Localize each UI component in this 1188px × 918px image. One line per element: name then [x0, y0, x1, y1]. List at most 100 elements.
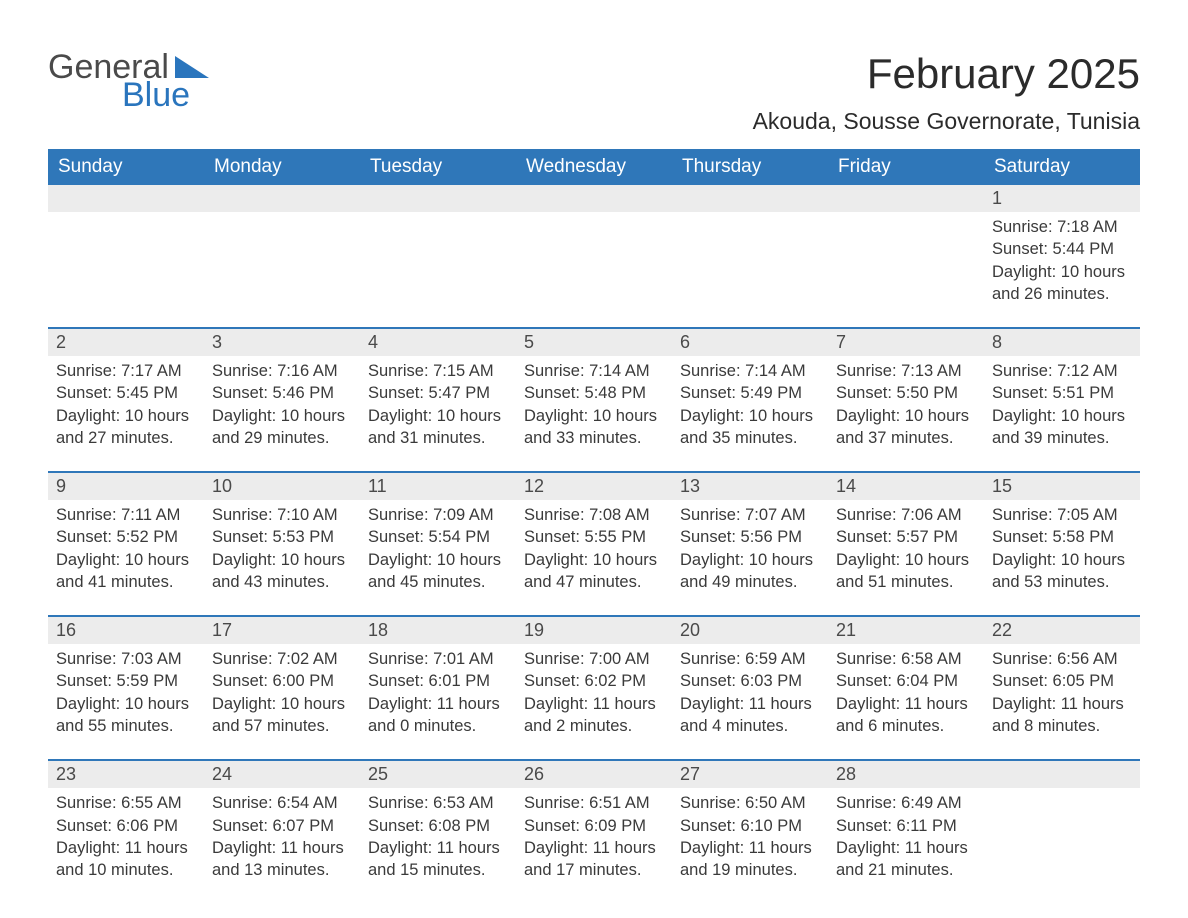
day-number: 25 [360, 761, 516, 788]
calendar-day: 23Sunrise: 6:55 AMSunset: 6:06 PMDayligh… [48, 761, 204, 887]
sunset-text: Sunset: 5:55 PM [524, 526, 664, 548]
day-number: 24 [204, 761, 360, 788]
calendar: Sunday Monday Tuesday Wednesday Thursday… [48, 149, 1140, 887]
sunset-text: Sunset: 6:11 PM [836, 815, 976, 837]
day-number: 7 [828, 329, 984, 356]
calendar-day: 21Sunrise: 6:58 AMSunset: 6:04 PMDayligh… [828, 617, 984, 743]
sunset-text: Sunset: 6:09 PM [524, 815, 664, 837]
day-of-week-header: Sunday Monday Tuesday Wednesday Thursday… [48, 149, 1140, 185]
day-details: Sunrise: 7:15 AMSunset: 5:47 PMDaylight:… [360, 356, 516, 455]
sunset-text: Sunset: 6:02 PM [524, 670, 664, 692]
day-number: 2 [48, 329, 204, 356]
daylight-text: Daylight: 10 hours and 53 minutes. [992, 549, 1132, 594]
sunrise-text: Sunrise: 7:10 AM [212, 504, 352, 526]
day-number: 9 [48, 473, 204, 500]
sunset-text: Sunset: 5:47 PM [368, 382, 508, 404]
calendar-day: 8Sunrise: 7:12 AMSunset: 5:51 PMDaylight… [984, 329, 1140, 455]
day-details: Sunrise: 7:18 AMSunset: 5:44 PMDaylight:… [984, 212, 1140, 311]
sunset-text: Sunset: 5:53 PM [212, 526, 352, 548]
day-details: Sunrise: 6:51 AMSunset: 6:09 PMDaylight:… [516, 788, 672, 887]
calendar-day: 6Sunrise: 7:14 AMSunset: 5:49 PMDaylight… [672, 329, 828, 455]
daylight-text: Daylight: 10 hours and 37 minutes. [836, 405, 976, 450]
day-details: Sunrise: 7:08 AMSunset: 5:55 PMDaylight:… [516, 500, 672, 599]
sunrise-text: Sunrise: 6:58 AM [836, 648, 976, 670]
sunset-text: Sunset: 5:51 PM [992, 382, 1132, 404]
calendar-day: 19Sunrise: 7:00 AMSunset: 6:02 PMDayligh… [516, 617, 672, 743]
sunrise-text: Sunrise: 7:18 AM [992, 216, 1132, 238]
sunrise-text: Sunrise: 7:14 AM [680, 360, 820, 382]
brand-triangle-icon [175, 56, 209, 78]
day-number: 12 [516, 473, 672, 500]
calendar-day [984, 761, 1140, 887]
title-block: February 2025 Akouda, Sousse Governorate… [753, 50, 1140, 143]
brand-logo: General Blue [48, 50, 209, 112]
month-title: February 2025 [753, 50, 1140, 98]
dow-tuesday: Tuesday [360, 149, 516, 185]
day-number: 22 [984, 617, 1140, 644]
day-details: Sunrise: 7:02 AMSunset: 6:00 PMDaylight:… [204, 644, 360, 743]
daylight-text: Daylight: 11 hours and 21 minutes. [836, 837, 976, 882]
daylight-text: Daylight: 10 hours and 31 minutes. [368, 405, 508, 450]
day-details: Sunrise: 7:17 AMSunset: 5:45 PMDaylight:… [48, 356, 204, 455]
dow-saturday: Saturday [984, 149, 1140, 185]
sunrise-text: Sunrise: 7:09 AM [368, 504, 508, 526]
daylight-text: Daylight: 10 hours and 29 minutes. [212, 405, 352, 450]
sunset-text: Sunset: 5:44 PM [992, 238, 1132, 260]
daylight-text: Daylight: 11 hours and 17 minutes. [524, 837, 664, 882]
day-details: Sunrise: 7:01 AMSunset: 6:01 PMDaylight:… [360, 644, 516, 743]
sunrise-text: Sunrise: 6:55 AM [56, 792, 196, 814]
calendar-day [48, 185, 204, 311]
sunset-text: Sunset: 5:57 PM [836, 526, 976, 548]
day-number [360, 185, 516, 212]
day-number: 4 [360, 329, 516, 356]
sunset-text: Sunset: 6:03 PM [680, 670, 820, 692]
day-number: 8 [984, 329, 1140, 356]
sunrise-text: Sunrise: 6:50 AM [680, 792, 820, 814]
calendar-day: 16Sunrise: 7:03 AMSunset: 5:59 PMDayligh… [48, 617, 204, 743]
sunrise-text: Sunrise: 7:13 AM [836, 360, 976, 382]
calendar-day: 3Sunrise: 7:16 AMSunset: 5:46 PMDaylight… [204, 329, 360, 455]
calendar-day: 17Sunrise: 7:02 AMSunset: 6:00 PMDayligh… [204, 617, 360, 743]
daylight-text: Daylight: 11 hours and 6 minutes. [836, 693, 976, 738]
day-number: 13 [672, 473, 828, 500]
day-number: 5 [516, 329, 672, 356]
daylight-text: Daylight: 10 hours and 41 minutes. [56, 549, 196, 594]
calendar-day: 4Sunrise: 7:15 AMSunset: 5:47 PMDaylight… [360, 329, 516, 455]
day-number [984, 761, 1140, 788]
calendar-day: 25Sunrise: 6:53 AMSunset: 6:08 PMDayligh… [360, 761, 516, 887]
daylight-text: Daylight: 11 hours and 2 minutes. [524, 693, 664, 738]
sunrise-text: Sunrise: 7:07 AM [680, 504, 820, 526]
calendar-day [360, 185, 516, 311]
daylight-text: Daylight: 10 hours and 33 minutes. [524, 405, 664, 450]
day-details: Sunrise: 7:12 AMSunset: 5:51 PMDaylight:… [984, 356, 1140, 455]
day-number: 17 [204, 617, 360, 644]
daylight-text: Daylight: 10 hours and 39 minutes. [992, 405, 1132, 450]
weeks-container: 1Sunrise: 7:18 AMSunset: 5:44 PMDaylight… [48, 185, 1140, 887]
sunset-text: Sunset: 5:49 PM [680, 382, 820, 404]
day-number: 19 [516, 617, 672, 644]
dow-sunday: Sunday [48, 149, 204, 185]
daylight-text: Daylight: 10 hours and 26 minutes. [992, 261, 1132, 306]
sunset-text: Sunset: 5:50 PM [836, 382, 976, 404]
calendar-week: 16Sunrise: 7:03 AMSunset: 5:59 PMDayligh… [48, 615, 1140, 743]
sunrise-text: Sunrise: 7:06 AM [836, 504, 976, 526]
daylight-text: Daylight: 10 hours and 27 minutes. [56, 405, 196, 450]
day-details: Sunrise: 6:55 AMSunset: 6:06 PMDaylight:… [48, 788, 204, 887]
day-details: Sunrise: 7:14 AMSunset: 5:48 PMDaylight:… [516, 356, 672, 455]
day-number: 10 [204, 473, 360, 500]
day-number: 1 [984, 185, 1140, 212]
calendar-day [672, 185, 828, 311]
day-number: 23 [48, 761, 204, 788]
sunrise-text: Sunrise: 6:56 AM [992, 648, 1132, 670]
sunset-text: Sunset: 6:08 PM [368, 815, 508, 837]
sunset-text: Sunset: 5:48 PM [524, 382, 664, 404]
calendar-week: 1Sunrise: 7:18 AMSunset: 5:44 PMDaylight… [48, 185, 1140, 311]
sunrise-text: Sunrise: 6:59 AM [680, 648, 820, 670]
day-number: 20 [672, 617, 828, 644]
calendar-day: 9Sunrise: 7:11 AMSunset: 5:52 PMDaylight… [48, 473, 204, 599]
day-number: 28 [828, 761, 984, 788]
calendar-day [516, 185, 672, 311]
day-number [48, 185, 204, 212]
daylight-text: Daylight: 10 hours and 55 minutes. [56, 693, 196, 738]
day-details: Sunrise: 7:07 AMSunset: 5:56 PMDaylight:… [672, 500, 828, 599]
